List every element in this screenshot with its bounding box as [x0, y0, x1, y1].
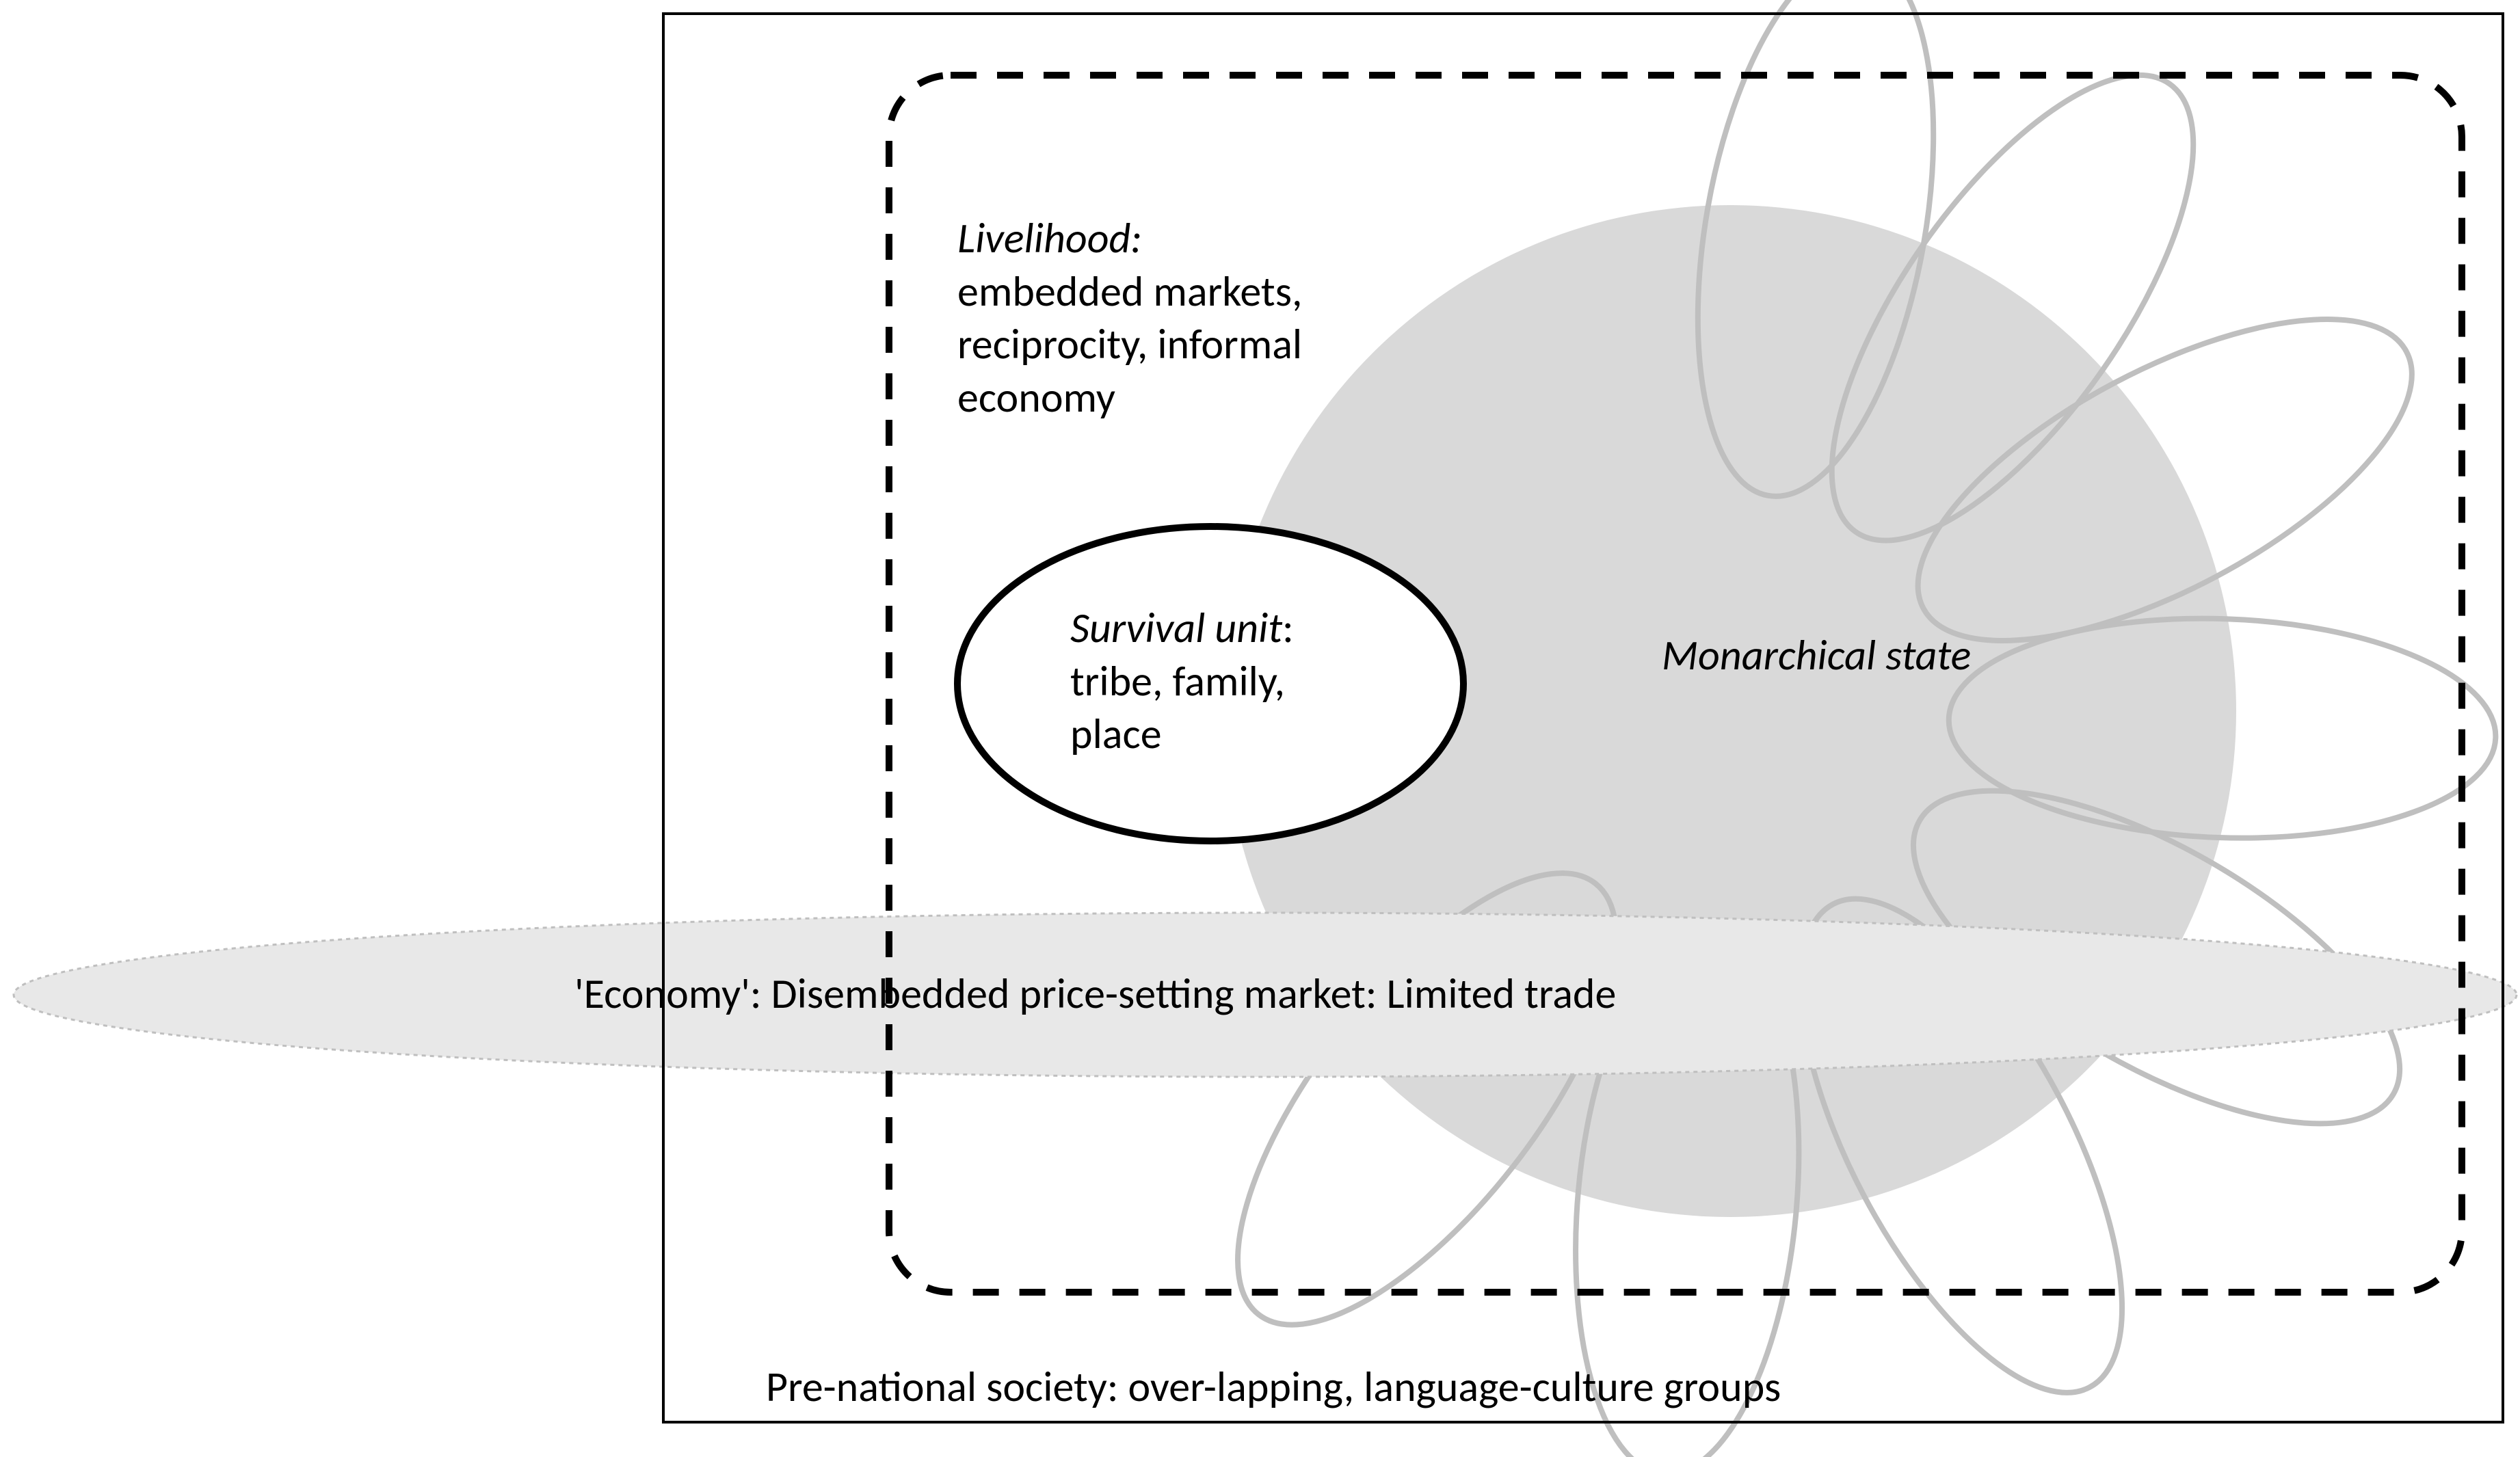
monarchical-label: Monarchical state	[1662, 629, 2004, 682]
diagram-stage: Livelihood: embedded markets, reciprocit…	[0, 0, 2520, 1457]
survival-body: tribe, family, place	[1070, 655, 1285, 760]
economy-label: 'Economy': Disembedded price-setting mar…	[574, 967, 2216, 1021]
livelihood-label: Livelihood: embedded markets, reciprocit…	[957, 212, 1450, 424]
survival-label: Survival unit: tribe, family, place	[1070, 602, 1385, 761]
caption-label: Pre-national society: over-lapping, lang…	[766, 1361, 2407, 1414]
survival-title: Survival unit	[1070, 602, 1282, 654]
survival-colon: :	[1282, 602, 1294, 654]
livelihood-title: Livelihood:	[957, 212, 1142, 264]
livelihood-body: embedded markets, reciprocity, informal …	[957, 265, 1302, 423]
